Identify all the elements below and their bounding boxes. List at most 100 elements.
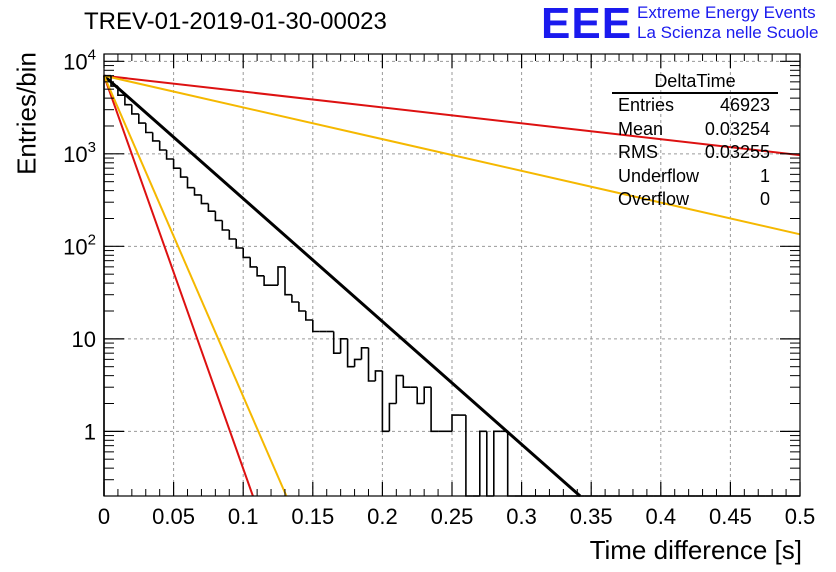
stats-box: DeltaTime Entries 46923 Mean 0.03254 RMS… bbox=[612, 70, 778, 212]
stats-row-rms: RMS 0.03255 bbox=[612, 141, 778, 165]
histogram-bin bbox=[381, 370, 390, 433]
yellow-curve-2 bbox=[103, 74, 801, 236]
logo-line-1: Extreme Energy Events bbox=[637, 3, 816, 22]
logo-line-2: La Scienza nelle Scuole bbox=[637, 23, 819, 42]
x-tick-label: 0.2 bbox=[367, 504, 398, 529]
histogram-bin bbox=[131, 104, 139, 115]
histogram-bin bbox=[312, 320, 320, 333]
stats-value: 0.03254 bbox=[704, 118, 770, 139]
histogram-bin bbox=[256, 266, 265, 277]
histogram-bin bbox=[124, 95, 132, 106]
y-tick-label: 10 bbox=[72, 327, 96, 352]
histogram-bin bbox=[172, 159, 181, 169]
tick-labels: 0 0.05 0.1 0.15 0.2 0.25 0.3 0.35 0.4 0.45 0.51101… bbox=[63, 46, 815, 529]
histogram-bin bbox=[479, 430, 487, 496]
stats-row-overflow: Overflow 0 bbox=[612, 188, 778, 212]
histogram-bin bbox=[117, 86, 125, 96]
stats-value: 0 bbox=[759, 189, 770, 209]
histogram-bin bbox=[430, 387, 439, 433]
y-tick-label: 103 bbox=[63, 139, 96, 167]
histogram-bin bbox=[165, 150, 174, 160]
y-tick-label: 1 bbox=[84, 419, 96, 444]
histogram-bin bbox=[200, 194, 209, 205]
histogram-bin bbox=[291, 294, 299, 303]
histogram-bin bbox=[235, 239, 244, 249]
histogram-bin bbox=[221, 220, 230, 231]
x-tick-label: 0 bbox=[98, 504, 110, 529]
histogram-bin bbox=[360, 347, 369, 360]
x-tick-label: 0.25 bbox=[431, 504, 474, 529]
axis-ticks bbox=[103, 54, 801, 496]
stats-value: 46923 bbox=[719, 95, 770, 115]
histogram-bin bbox=[138, 113, 146, 124]
histogram-bin bbox=[158, 140, 167, 151]
stats-row-mean: Mean 0.03254 bbox=[612, 118, 778, 142]
x-tick-label: 0.3 bbox=[506, 504, 537, 529]
histogram-bin bbox=[486, 431, 494, 497]
x-axis-label: Time difference [s] bbox=[589, 535, 802, 565]
stats-title: DeltaTime bbox=[612, 70, 778, 94]
x-tick-label: 0.05 bbox=[152, 504, 195, 529]
histogram-bin bbox=[263, 275, 271, 286]
histogram-bin bbox=[151, 132, 160, 142]
black-curve-0 bbox=[103, 74, 582, 498]
histogram-bin bbox=[346, 338, 355, 368]
histogram-bin bbox=[103, 74, 111, 496]
histogram-bin bbox=[451, 414, 459, 432]
x-tick-label: 0.1 bbox=[228, 504, 259, 529]
stats-row-underflow: Underflow 1 bbox=[612, 165, 778, 189]
stats-row-entries: Entries 46923 bbox=[612, 94, 778, 118]
y-tick-exponent: 3 bbox=[88, 139, 96, 156]
histogram-bin bbox=[277, 266, 285, 286]
stats-value: 0.03255 bbox=[704, 142, 770, 162]
histogram-bin bbox=[402, 375, 411, 388]
x-tick-label: 0.4 bbox=[646, 504, 677, 529]
curves bbox=[103, 74, 801, 498]
yellow-curve-4 bbox=[103, 75, 288, 497]
histogram-bin bbox=[298, 302, 306, 312]
histogram-bin bbox=[228, 230, 237, 240]
x-tick-label: 0.5 bbox=[785, 504, 816, 529]
histogram-bin bbox=[284, 266, 292, 296]
histogram-bin bbox=[423, 386, 432, 404]
histogram-bin bbox=[214, 211, 223, 222]
y-tick-label: 104 bbox=[63, 46, 96, 74]
stats-label: Mean bbox=[618, 118, 664, 139]
y-tick-exponent: 2 bbox=[88, 231, 96, 248]
histogram-bin bbox=[374, 370, 383, 381]
histogram-bin bbox=[353, 358, 362, 367]
histogram-bin bbox=[145, 123, 153, 134]
y-tick-label: 102 bbox=[63, 231, 96, 259]
histogram-bin bbox=[249, 257, 258, 268]
histogram-bin bbox=[332, 331, 341, 354]
x-tick-label: 0.15 bbox=[291, 504, 334, 529]
histogram-bin bbox=[207, 203, 216, 212]
histogram-bin bbox=[110, 75, 118, 87]
histogram-bin bbox=[242, 248, 251, 259]
eee-logo: EEE bbox=[541, 0, 633, 48]
histogram-bin bbox=[395, 374, 404, 404]
stats-label: Entries bbox=[618, 95, 675, 115]
stats-label: Overflow bbox=[618, 189, 690, 209]
histogram-bin bbox=[186, 177, 195, 189]
histogram-bin bbox=[465, 415, 473, 497]
x-tick-label: 0.35 bbox=[570, 504, 613, 529]
stats-label: RMS bbox=[618, 142, 658, 162]
histogram-bin bbox=[493, 430, 501, 496]
x-tick-label: 0.45 bbox=[709, 504, 752, 529]
histogram-bin bbox=[179, 168, 188, 178]
stats-value: 1 bbox=[759, 165, 770, 186]
red-curve-3 bbox=[103, 75, 254, 497]
histogram-bin bbox=[305, 311, 313, 321]
red-curve-1 bbox=[103, 74, 801, 157]
y-tick-exponent: 4 bbox=[88, 46, 96, 63]
y-axis-label: Entries/bin bbox=[11, 52, 42, 175]
stats-label: Underflow bbox=[618, 165, 700, 186]
chart-title: TREV-01-2019-01-30-00023 bbox=[84, 8, 387, 35]
histogram-bin bbox=[416, 387, 425, 405]
histogram-bin bbox=[506, 431, 515, 497]
histogram-bin bbox=[367, 347, 376, 382]
histogram-bin bbox=[388, 402, 397, 432]
histogram-bin bbox=[339, 338, 348, 354]
